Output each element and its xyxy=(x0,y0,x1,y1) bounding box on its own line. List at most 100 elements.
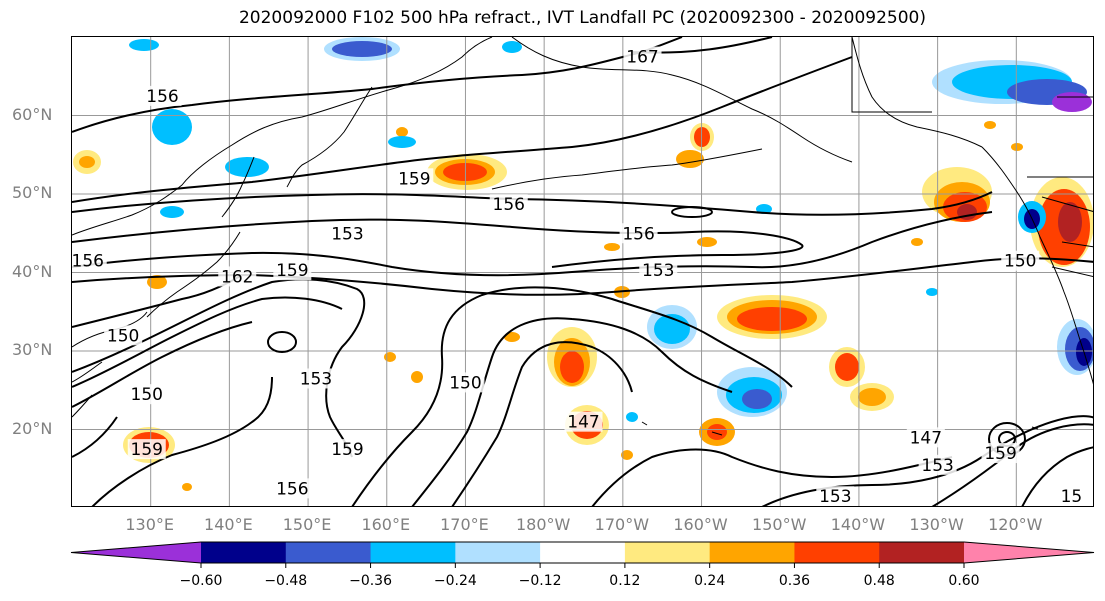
coastline-asia xyxy=(72,37,493,236)
contour-label-background xyxy=(72,250,107,271)
contour-label-background xyxy=(104,325,143,346)
map-frame: 156 167 159 156 153 156 159 153 162 156 150 150 153 1… xyxy=(71,36,1094,507)
contour-ring xyxy=(267,331,297,353)
colorbar-cell xyxy=(370,542,456,563)
colorbar-cell xyxy=(879,542,965,563)
latitude-label: 30°N xyxy=(12,340,53,359)
contour-label-background xyxy=(273,478,312,499)
longitude-label: 170°E xyxy=(440,515,489,534)
colorbar-tick-label: 0.36 xyxy=(778,573,811,589)
shaded-patch xyxy=(324,37,400,61)
contour-label-background xyxy=(395,168,434,189)
contour-line xyxy=(411,317,733,506)
contour-label: 150 xyxy=(131,385,163,405)
longitude-label: 160°E xyxy=(361,515,411,534)
contour-line xyxy=(351,286,793,506)
colorbar-extend-high xyxy=(964,542,1094,563)
contour-label: 147 xyxy=(567,413,599,433)
contour-labels: 156 167 159 156 153 156 159 153 162 156 150 150 153 1… xyxy=(72,46,1091,507)
contour-label-background xyxy=(564,411,603,432)
contour-label: 150 xyxy=(449,373,481,393)
contour-line xyxy=(72,278,366,458)
contour-label-background xyxy=(816,486,855,506)
contour-label: 159 xyxy=(331,440,363,460)
contour-label: 153 xyxy=(642,261,674,281)
longitude-label: 140°W xyxy=(830,515,886,534)
shaded-patch xyxy=(547,327,597,387)
colorbar-cell xyxy=(540,542,626,563)
latitude-label: 40°N xyxy=(12,261,53,281)
contour-label: 150 xyxy=(107,326,139,346)
coastline-north-america xyxy=(981,146,1093,385)
shaded-patch xyxy=(717,295,827,339)
colorbar-cell xyxy=(201,542,287,563)
shaded-patch xyxy=(129,39,938,422)
contour-label: 159 xyxy=(398,169,430,189)
longitude-label: 150°W xyxy=(752,515,807,534)
contour-label-background xyxy=(906,427,945,448)
contour-label: 153 xyxy=(921,456,953,476)
colorbar-tick-label: 0.12 xyxy=(609,573,641,589)
contour-label-background xyxy=(446,372,485,393)
latitude-label: 60°N xyxy=(12,104,53,124)
contour-line xyxy=(72,191,993,216)
shaded-patch xyxy=(829,347,865,387)
contour-label: 156 xyxy=(276,479,308,499)
contour-line xyxy=(72,211,993,277)
contour-label: 159 xyxy=(984,444,1016,464)
border-line xyxy=(851,37,1093,278)
contour-label: 167 xyxy=(626,48,658,68)
contour-label: 156 xyxy=(622,224,654,244)
contour-label-background xyxy=(328,223,367,244)
colorbar-tick-label: 0.48 xyxy=(863,573,895,589)
shaded-patch xyxy=(717,367,787,417)
contour-label-background xyxy=(127,439,166,460)
contour-line xyxy=(91,376,273,506)
longitude-label: 140°E xyxy=(204,515,253,534)
contour-line xyxy=(72,296,343,388)
contour-label-background xyxy=(328,439,367,460)
colorbar xyxy=(70,541,1095,568)
shaded-patch xyxy=(850,383,894,411)
colorbar-cell xyxy=(709,542,795,563)
colorbar-tick-label: −0.60 xyxy=(179,573,223,589)
contour-label: 156 xyxy=(72,252,104,272)
contour-line xyxy=(1021,446,1093,506)
longitude-label: 130°W xyxy=(909,515,964,534)
shaded-patch xyxy=(73,150,101,174)
contour-label: 156 xyxy=(493,195,525,215)
map-canvas: 156 167 159 156 153 156 159 153 162 156 150 150 153 1… xyxy=(72,37,1093,507)
colorbar-cell xyxy=(794,542,880,563)
anomaly-shading xyxy=(73,37,1093,491)
shaded-patch xyxy=(427,154,507,190)
colorbar-tick-label: −0.24 xyxy=(433,573,477,589)
shaded-patch xyxy=(1018,201,1046,233)
contour-label-background xyxy=(1001,250,1040,271)
contour-label: 153 xyxy=(819,487,851,507)
contour-label: 150 xyxy=(1004,252,1036,272)
latitude-label: 20°N xyxy=(12,418,53,438)
contour-label-background xyxy=(623,46,662,67)
colorbar-extend-low xyxy=(71,542,201,563)
contour-label-background xyxy=(981,443,1020,464)
latitude-label: 50°N xyxy=(12,183,53,202)
colorbar-cell xyxy=(624,542,711,563)
contour-label: 162 xyxy=(221,267,253,287)
colorbar-cell xyxy=(455,542,541,563)
contour-label: 156 xyxy=(146,87,178,107)
longitude-label: 180°W xyxy=(515,515,571,534)
shaded-patch xyxy=(932,60,1092,112)
contour-line xyxy=(591,448,953,506)
contour-label-background xyxy=(296,368,335,389)
coastline-alaska xyxy=(511,37,983,163)
longitude-label: 130°E xyxy=(125,515,175,534)
contour-label-background xyxy=(639,260,678,281)
colorbar-tick-label: −0.12 xyxy=(518,573,562,589)
colorbar-tick-label: −0.36 xyxy=(349,573,392,589)
contour-label: 153 xyxy=(300,369,332,389)
colorbar-tick-label: −0.48 xyxy=(264,573,308,589)
longitude-label: 120°W xyxy=(988,515,1043,534)
colorbar-cells xyxy=(70,541,1095,568)
contour-label-background xyxy=(127,384,166,405)
shaded-patch xyxy=(922,167,992,222)
